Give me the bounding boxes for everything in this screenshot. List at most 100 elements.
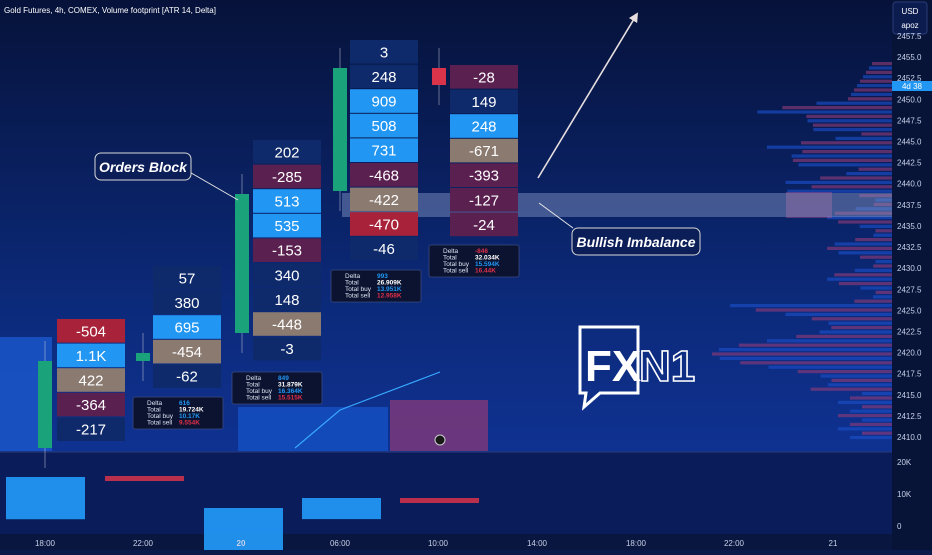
summary-box-bg <box>132 396 224 430</box>
candle-body[interactable] <box>136 353 150 361</box>
bullish-arrow <box>537 12 638 179</box>
price-tick-label: 2445.0 <box>897 138 922 147</box>
summary-label: Delta <box>246 375 262 382</box>
footprint-cell[interactable] <box>450 65 518 89</box>
footprint-cell[interactable] <box>253 140 321 164</box>
footprint-cell[interactable] <box>253 263 321 287</box>
candle-body[interactable] <box>432 68 446 85</box>
volume-bar[interactable] <box>6 477 85 520</box>
footprint-cell[interactable] <box>57 343 125 368</box>
summary-label: Total sell <box>246 395 272 402</box>
footprint-cell-value: -468 <box>369 167 399 184</box>
candle-body[interactable] <box>235 194 249 333</box>
footprint-cell-value: -393 <box>469 168 499 185</box>
footprint-cell[interactable] <box>450 138 518 163</box>
volume-bar[interactable] <box>400 498 479 503</box>
profile-bar <box>828 321 892 325</box>
profile-bar <box>740 361 892 365</box>
footprint-cell[interactable] <box>350 212 418 236</box>
price-axis-band <box>892 0 932 550</box>
footprint-cell[interactable] <box>350 64 418 89</box>
footprint-cell[interactable] <box>350 236 418 261</box>
footprint-cell[interactable] <box>57 417 125 441</box>
price-axis[interactable]: 2410.0 2412.5 2415.0 2417.5 2420.0 2422.5 2425… <box>897 32 922 442</box>
profile-bar <box>860 286 892 290</box>
footprint-cell[interactable] <box>350 113 418 138</box>
footprint-cell[interactable] <box>253 238 321 262</box>
footprint-cell[interactable] <box>450 212 518 237</box>
summary-box: Delta -846 Total 32.034K Total buy 15.594K Tot… <box>428 244 520 278</box>
footprint-cell[interactable] <box>153 266 221 290</box>
footprint-cell[interactable] <box>253 312 321 336</box>
footprint-cell[interactable] <box>253 287 321 312</box>
profile-bar <box>854 88 892 92</box>
profile-bar <box>819 330 892 334</box>
footprint-cell-value: 513 <box>274 194 299 211</box>
footprint-cell[interactable] <box>153 364 221 388</box>
footprint-cell[interactable] <box>253 164 321 189</box>
profile-bar <box>834 211 892 215</box>
summary-label: Total sell <box>345 293 371 300</box>
profile-bar <box>718 348 892 352</box>
price-tick-label: 2432.5 <box>897 243 922 252</box>
summary-box-bg <box>428 244 520 278</box>
summary-label: Delta <box>147 400 163 407</box>
footprint-cell-value: -153 <box>272 243 302 260</box>
price-tick-label: 2450.0 <box>897 95 922 104</box>
footprint-cell[interactable] <box>350 40 418 64</box>
candle-body[interactable] <box>38 361 52 448</box>
volume-bar[interactable] <box>204 508 283 555</box>
profile-bar <box>827 383 892 387</box>
footprint-cell[interactable] <box>350 163 418 187</box>
footprint-cell-value: -454 <box>172 344 202 361</box>
footprint-cell-value: 248 <box>471 119 496 136</box>
time-axis[interactable]: 18:00 22:00 20 06:00 10:00 14:00 18:00 22:00 21 <box>35 539 838 548</box>
volume-bar[interactable] <box>105 476 184 481</box>
footprint-cell[interactable] <box>57 319 125 343</box>
profile-bar <box>811 185 892 189</box>
footprint-cell-value: -127 <box>469 192 499 209</box>
summary-label: Total <box>443 255 457 262</box>
profile-bar <box>834 273 892 277</box>
footprint-cell[interactable] <box>153 290 221 315</box>
footprint-cell[interactable] <box>350 138 418 162</box>
footprint-cell-value: 731 <box>371 143 396 160</box>
volume-bar[interactable] <box>302 498 381 520</box>
footprint-cell[interactable] <box>253 336 321 361</box>
footprint-cell-value: 422 <box>78 373 103 390</box>
footprint-cell[interactable] <box>57 392 125 417</box>
footprint-cell-value: 3 <box>380 44 388 61</box>
footprint-cell[interactable] <box>450 163 518 187</box>
profile-bar <box>862 392 892 396</box>
footprint-cell[interactable] <box>57 368 125 392</box>
profile-bar <box>796 334 892 338</box>
time-tick-label: 21 <box>829 539 838 548</box>
summary-value: 32.034K <box>475 255 500 262</box>
footprint-cell[interactable] <box>450 114 518 138</box>
profile-bar <box>782 106 892 110</box>
price-tick-label: 2435.0 <box>897 222 922 231</box>
footprint-cell[interactable] <box>450 89 518 114</box>
candle-body[interactable] <box>333 68 347 191</box>
currency-badge[interactable] <box>892 1 928 35</box>
footprint-cell-value: -364 <box>76 397 106 414</box>
summary-boxes: Delta 616 Total 19.724K Total buy 10.17K Total… <box>132 244 520 430</box>
footprint-cell[interactable] <box>253 213 321 238</box>
profile-bar <box>768 365 892 369</box>
summary-label: Total sell <box>443 268 469 275</box>
orders-block-label: Orders Block <box>99 159 188 175</box>
summary-label: Total <box>147 407 161 414</box>
price-tick-label: 2437.5 <box>897 201 922 210</box>
footprint-cell[interactable] <box>350 187 418 212</box>
footprint-cell[interactable] <box>350 89 418 113</box>
price-tick-label: 2417.5 <box>897 370 922 379</box>
replay-icon[interactable] <box>434 434 446 446</box>
footprint-cell[interactable] <box>253 189 321 213</box>
unit-label: apoz <box>901 21 918 30</box>
footprint-cell[interactable] <box>153 339 221 364</box>
footprint-cell[interactable] <box>153 315 221 339</box>
summary-label: Total buy <box>345 286 372 293</box>
footprint-cell[interactable] <box>450 188 518 212</box>
profile-bar <box>787 189 892 193</box>
